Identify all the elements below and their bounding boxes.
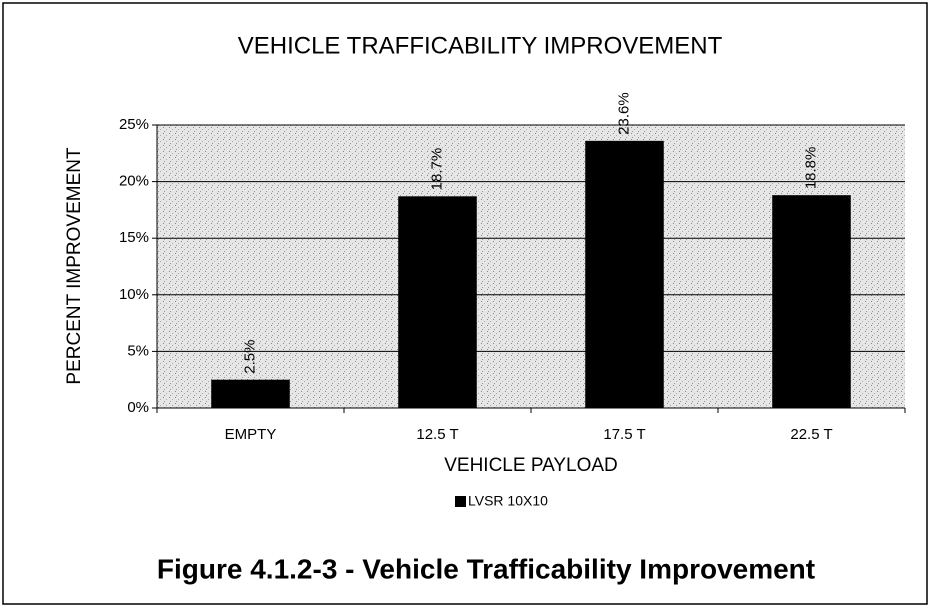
chart-title: VEHICLE TRAFFICABILITY IMPROVEMENT [238, 32, 723, 59]
data-label: 18.8% [802, 147, 819, 190]
y-tick-label: 0% [127, 399, 149, 416]
legend-label: LVSR 10X10 [468, 493, 548, 509]
x-tick-label: 22.5 T [790, 426, 832, 443]
data-label: 2.5% [241, 339, 258, 373]
x-tick-label: EMPTY [225, 426, 277, 443]
bar [585, 140, 664, 408]
y-tick-label: 20% [119, 173, 149, 190]
x-axis-label: VEHICLE PAYLOAD [444, 455, 618, 476]
caption: Figure 4.1.2-3 - Vehicle Trafficability … [157, 553, 815, 584]
legend-swatch [455, 496, 466, 507]
y-tick-label: 5% [127, 342, 149, 359]
y-tick-label: 10% [119, 286, 149, 303]
bar [772, 195, 851, 408]
bar [398, 196, 477, 408]
y-axis-label: PERCENT IMPROVEMENT [64, 147, 85, 385]
y-tick-label: 15% [119, 229, 149, 246]
bar [211, 379, 290, 408]
x-tick-label: 17.5 T [603, 426, 645, 443]
y-tick-label: 25% [119, 116, 149, 133]
data-label: 18.7% [428, 148, 445, 191]
x-tick-label: 12.5 T [416, 426, 458, 443]
data-label: 23.6% [615, 92, 632, 135]
